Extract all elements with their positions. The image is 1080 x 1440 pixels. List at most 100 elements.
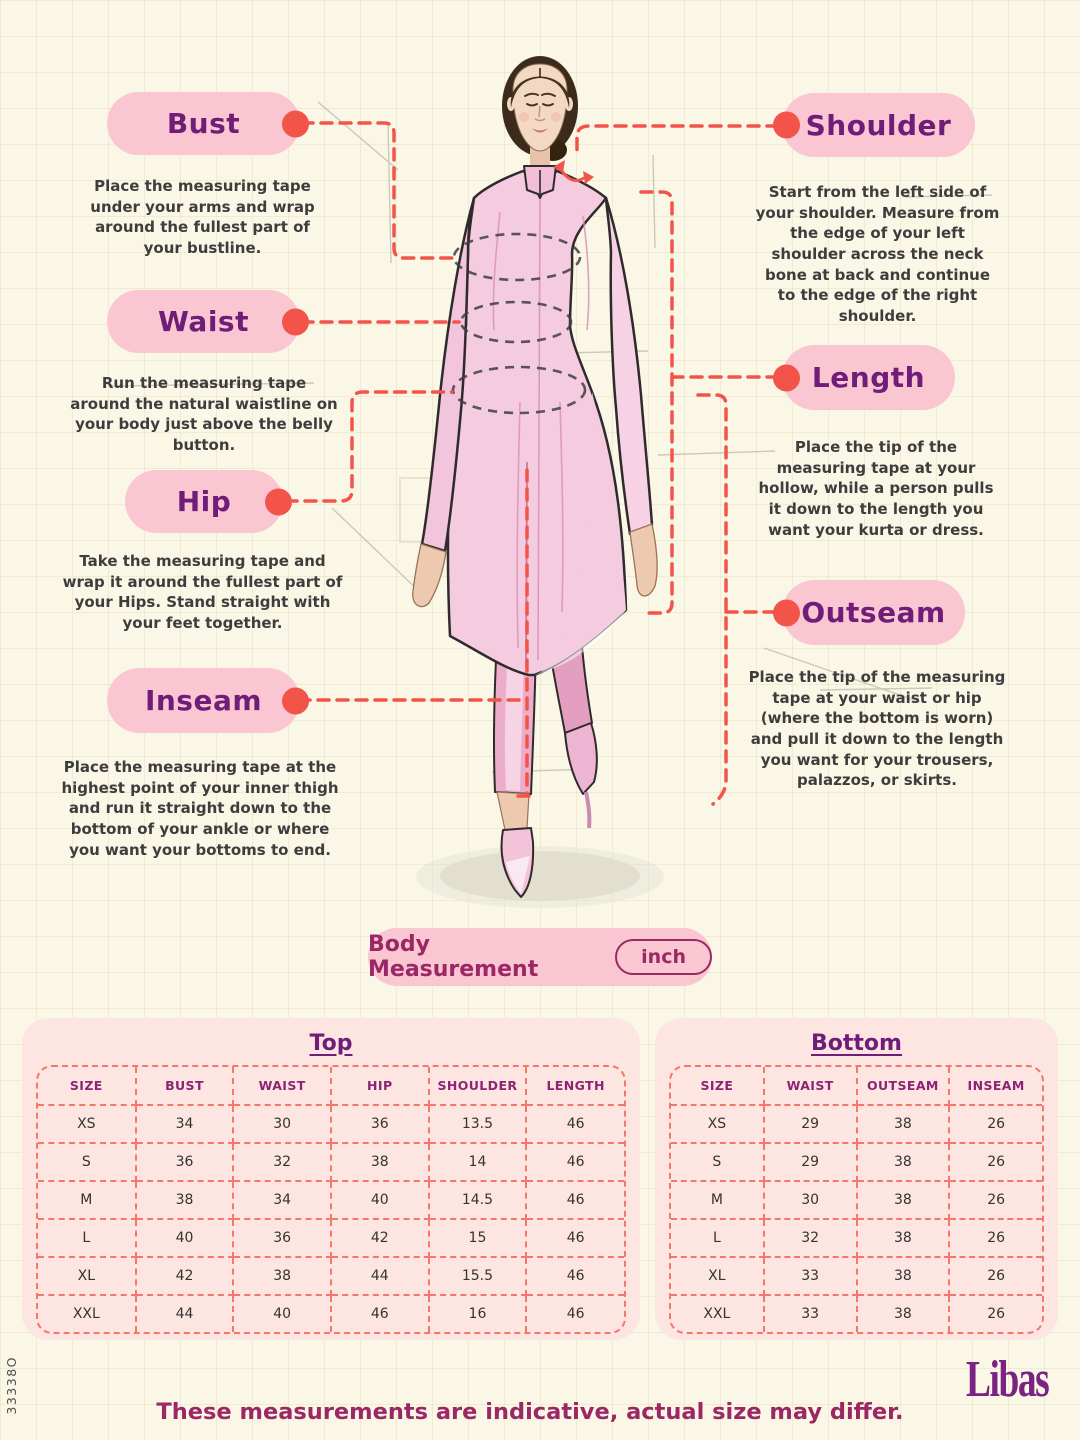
size-cell: XS	[38, 1104, 137, 1144]
value-cell: 44	[134, 1294, 235, 1332]
value-cell: 38	[134, 1180, 235, 1220]
measure-ellipses	[451, 232, 587, 415]
value-cell: 26	[948, 1180, 1042, 1220]
value-cell: 40	[232, 1294, 332, 1332]
column-header-shoulder: SHOULDER	[427, 1067, 528, 1106]
value-cell: 36	[329, 1104, 430, 1144]
pill-text: Hip	[176, 485, 232, 518]
value-cell: 38	[232, 1256, 332, 1296]
size-table-bottom: SIZE WAIST OUTSEAM INSEAM XS 29 38 26 S 29 38 26 M 30…	[669, 1065, 1044, 1334]
size-row-s: S 29 38 26	[671, 1142, 1042, 1182]
size-cell: L	[38, 1218, 137, 1258]
size-row-s: S 36 32 38 14 46	[38, 1142, 624, 1182]
column-header-inseam: INSEAM	[948, 1067, 1042, 1106]
size-cell: XXL	[671, 1294, 765, 1332]
measure-desc-inseam: Place the measuring tape at the highest …	[61, 758, 339, 859]
shoe-back	[564, 722, 598, 795]
column-header-length: LENGTH	[525, 1067, 624, 1106]
connector-dot-icon	[773, 599, 800, 626]
face-details	[524, 92, 556, 107]
value-cell: 16	[427, 1294, 528, 1332]
connector-dot-icon	[282, 308, 309, 335]
sleeve-right	[604, 196, 654, 536]
value-cell: 34	[134, 1104, 235, 1144]
size-row-m: M 30 38 26	[671, 1180, 1042, 1220]
measure-label-outseam: Outseam	[773, 580, 965, 645]
length-bracket	[639, 190, 674, 615]
value-cell: 33	[762, 1256, 858, 1296]
table-header-row: SIZE BUST WAIST HIP SHOULDER LENGTH	[38, 1067, 624, 1106]
disclaimer-text: These measurements are indicative, actua…	[156, 1398, 904, 1425]
unit-toggle-inch[interactable]: inch	[615, 939, 712, 975]
value-cell: 30	[762, 1180, 858, 1220]
value-cell: 36	[134, 1142, 235, 1182]
column-header-waist: WAIST	[762, 1067, 858, 1106]
measure-desc-outseam: Place the tip of the measuring tape at y…	[748, 668, 1006, 790]
measure-label-inseam: Inseam	[107, 668, 309, 733]
measure-label-waist: Waist	[107, 290, 309, 353]
value-cell: 38	[855, 1104, 951, 1144]
measure-desc-bust: Place the measuring tape under your arms…	[90, 177, 315, 258]
size-table-bottom-panel: Bottom SIZE WAIST OUTSEAM INSEAM XS 29 38 26 S 29…	[655, 1018, 1058, 1340]
value-cell: 46	[525, 1294, 624, 1332]
value-cell: 30	[232, 1104, 332, 1144]
waist-ellipse	[459, 300, 573, 344]
value-cell: 15	[427, 1218, 528, 1258]
size-row-xxl: XXL 33 38 26	[671, 1294, 1042, 1332]
body-measurement-label: Body Measurement	[368, 932, 539, 982]
value-cell: 46	[525, 1256, 624, 1296]
size-cell: XXL	[38, 1294, 137, 1332]
size-table-top: SIZE BUST WAIST HIP SHOULDER LENGTH XS 34 30 36 13…	[36, 1065, 626, 1334]
shoulder-connector	[575, 124, 780, 158]
value-cell: 38	[855, 1180, 951, 1220]
connector-dot-icon	[773, 364, 800, 391]
value-cell: 13.5	[427, 1104, 528, 1144]
column-header-waist: WAIST	[232, 1067, 332, 1106]
body-measurement-bar: Body Measurement inch	[368, 928, 712, 986]
connector-lines	[284, 121, 780, 806]
hand-right	[629, 523, 658, 597]
measure-label-bust: Bust	[107, 92, 309, 155]
value-cell: 42	[134, 1256, 235, 1296]
measure-label-length: Length	[773, 345, 955, 410]
brand-logo: Libas	[966, 1351, 1050, 1408]
pill-text: Bust	[166, 107, 241, 140]
value-cell: 32	[762, 1218, 858, 1258]
value-cell: 32	[232, 1142, 332, 1182]
size-cell: L	[671, 1218, 765, 1258]
pill-text: Outseam	[801, 596, 946, 629]
hand-left	[412, 543, 447, 608]
value-cell: 38	[329, 1142, 430, 1182]
pill-text: Waist	[158, 305, 249, 338]
value-cell: 26	[948, 1294, 1042, 1332]
connector-dot-icon	[265, 488, 292, 515]
value-cell: 33	[762, 1294, 858, 1332]
value-cell: 38	[855, 1256, 951, 1296]
value-cell: 46	[525, 1104, 624, 1144]
measure-label-hip: Hip	[125, 470, 292, 533]
measure-label-shoulder: Shoulder	[773, 93, 975, 157]
value-cell: 38	[855, 1218, 951, 1258]
measure-desc-hip: Take the measuring tape and wrap it arou…	[62, 552, 343, 633]
value-cell: 46	[525, 1218, 624, 1258]
value-cell: 15.5	[427, 1256, 528, 1296]
value-cell: 29	[762, 1142, 858, 1182]
size-cell: S	[671, 1142, 765, 1182]
size-cell: S	[38, 1142, 137, 1182]
kurta-folds	[492, 211, 590, 649]
size-row-xl: XL 33 38 26	[671, 1256, 1042, 1296]
value-cell: 38	[855, 1142, 951, 1182]
table-title-top: Top	[309, 1031, 353, 1056]
connector-dot-icon	[282, 110, 309, 137]
bust-ellipse	[452, 232, 582, 282]
value-cell: 46	[329, 1294, 430, 1332]
connector-dot-icon	[773, 111, 800, 139]
table-header-row: SIZE WAIST OUTSEAM INSEAM	[671, 1067, 1042, 1106]
column-header-size: SIZE	[671, 1067, 765, 1106]
side-reference-code: 33338O	[4, 1356, 19, 1415]
measure-desc-shoulder: Start from the left side of your shoulde…	[755, 183, 1000, 326]
sleeve-left	[420, 196, 476, 553]
value-cell: 14	[427, 1142, 528, 1182]
value-cell: 26	[948, 1104, 1042, 1144]
size-row-xs: XS 34 30 36 13.5 46	[38, 1104, 624, 1144]
